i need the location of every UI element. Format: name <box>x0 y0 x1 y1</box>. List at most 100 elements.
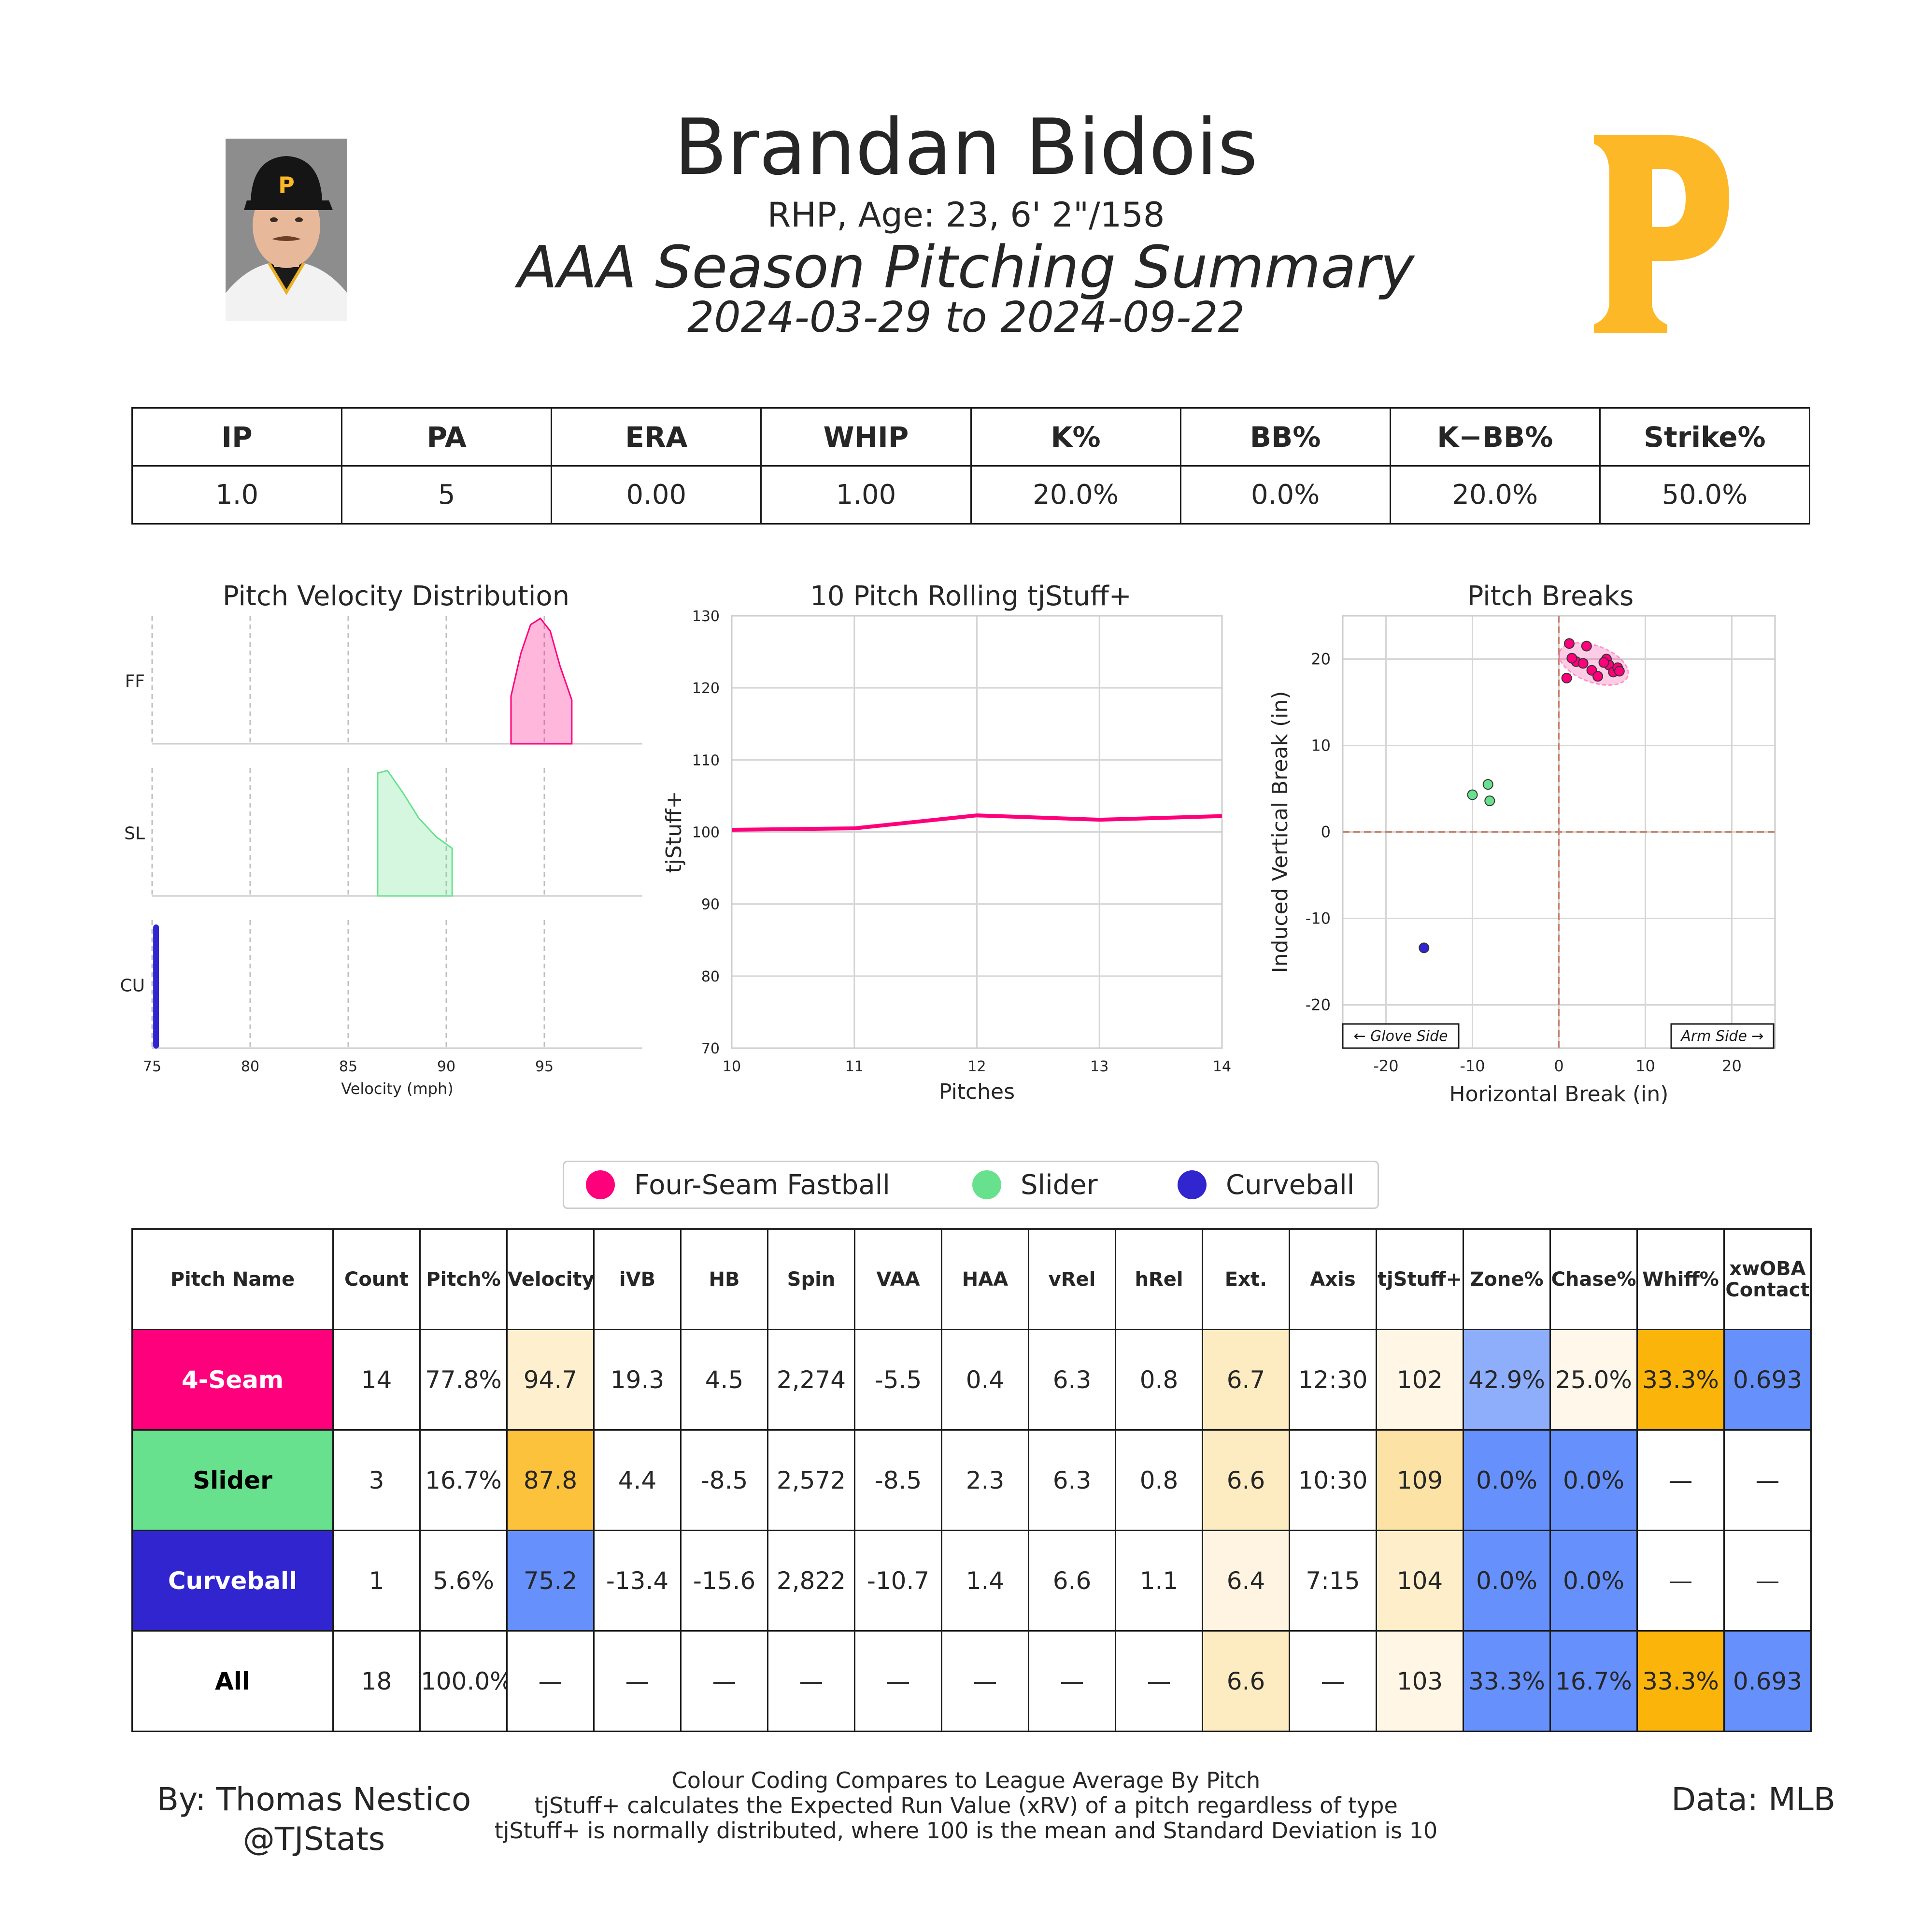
velocity-tick-label: 95 <box>535 1058 554 1075</box>
velocity-row-label: CU <box>120 976 145 996</box>
pitch-value-cell: 0.8 <box>1115 1329 1203 1431</box>
velocity-row-label: FF <box>125 672 145 692</box>
velocity-tick-label: 85 <box>339 1058 357 1075</box>
pitch-value-cell: 6.6 <box>1202 1630 1290 1732</box>
breaks-x-axis-label: Horizontal Break (in) <box>1449 1082 1669 1107</box>
legend-dot-four-seam <box>586 1170 615 1199</box>
rolling-y-tick-label: 80 <box>701 968 720 985</box>
breaks-y-tick-label: 20 <box>1311 650 1331 668</box>
glove-side-label: ← Glove Side <box>1353 1028 1448 1045</box>
break-point-4-seam <box>1577 658 1589 669</box>
pitch-value-cell: 102 <box>1376 1329 1464 1431</box>
legend-item-slider: Slider <box>972 1162 1098 1208</box>
legend-item-four-seam: Four-Seam Fastball <box>586 1162 890 1208</box>
rolling-x-tick-label: 12 <box>967 1058 986 1075</box>
pitch-value-cell: — <box>941 1630 1029 1732</box>
rolling-x-tick-label: 10 <box>723 1058 741 1075</box>
velocity-tick-label: 80 <box>241 1058 259 1075</box>
rolling-x-axis-label: Pitches <box>939 1080 1015 1104</box>
pitch-header-9: vRel <box>1028 1228 1116 1330</box>
rolling-x-tick-label: 11 <box>845 1058 864 1075</box>
author-handle: @TJStats <box>242 1820 385 1858</box>
pitch-value-cell: 19.3 <box>593 1329 682 1431</box>
pitch-value-cell: — <box>1636 1530 1725 1632</box>
rolling-y-tick-label: 130 <box>692 608 720 625</box>
pitch-header-1: Count <box>332 1228 421 1330</box>
pitch-row: Curveball 1 5.6% 75.2 -13.4 -15.6 2,822 -10.7 1.… <box>131 1530 1812 1632</box>
rolling-y-tick-label: 110 <box>692 752 720 769</box>
rolling-y-tick-label: 70 <box>701 1040 720 1057</box>
pitch-header-16: Whiff% <box>1636 1228 1725 1330</box>
pitch-value-cell: — <box>1289 1630 1377 1732</box>
break-point-4-seam <box>1581 640 1592 652</box>
pitch-header-12: Axis <box>1289 1228 1377 1330</box>
pitch-value-cell: 104 <box>1376 1530 1464 1632</box>
break-point-slider <box>1482 779 1493 790</box>
pitch-value-cell: 94.7 <box>506 1329 595 1431</box>
pitch-value-cell: -15.6 <box>680 1530 768 1632</box>
date-range: 2024-03-29 to 2024-09-22 <box>687 293 1245 342</box>
stat-header-row: IP PA ERA WHIP K% BB% K−BB% Strike% <box>131 407 1811 467</box>
rolling-y-axis-label: tjStuff+ <box>662 791 686 873</box>
pitch-value-cell: 33.3% <box>1636 1329 1725 1431</box>
stat-value-row: 1.0 5 0.00 1.00 20.0% 0.0% 20.0% 50.0% <box>131 465 1811 525</box>
pitch-value-cell: 10:30 <box>1289 1429 1377 1531</box>
pitch-value-cell: — <box>1636 1429 1725 1531</box>
footer-credit: By: Thomas Nestico @TJStats <box>145 1780 483 1859</box>
pitch-value-cell: 4.4 <box>593 1429 682 1531</box>
pitch-value-cell: 103 <box>1376 1630 1464 1732</box>
pitch-value-cell: — <box>593 1630 682 1732</box>
pitch-header-10: hRel <box>1115 1228 1203 1330</box>
pitch-header-6: Spin <box>767 1228 855 1330</box>
stat-header-strike-pct: Strike% <box>1599 407 1811 467</box>
pitch-value-cell: 0.0% <box>1463 1429 1551 1531</box>
stat-summary-table: IP PA ERA WHIP K% BB% K−BB% Strike% 1.0 … <box>131 407 1811 525</box>
legend-item-curveball: Curveball <box>1178 1162 1354 1208</box>
pitch-value-cell: 0.8 <box>1115 1429 1203 1531</box>
pitch-value-cell: — <box>1723 1530 1812 1632</box>
rolling-y-tick-label: 100 <box>692 824 720 841</box>
breaks-x-tick-label: 20 <box>1722 1057 1742 1075</box>
pitch-header-0: Pitch Name <box>131 1228 334 1330</box>
stat-header-era: ERA <box>551 407 762 467</box>
rolling-plot-frame <box>731 615 1223 1049</box>
pitch-breaks-chart: -20 -10 0 10 20 -20 -10 0 10 20 Horizontal Break (… <box>1268 615 1776 1107</box>
pitch-value-cell: 6.3 <box>1028 1329 1116 1431</box>
pitch-value-cell: — <box>767 1630 855 1732</box>
team-logo <box>1584 135 1729 333</box>
pitch-value-cell: 0.693 <box>1723 1329 1812 1431</box>
stat-value-k-pct: 20.0% <box>970 465 1181 525</box>
pitch-name-cell: Slider <box>131 1429 334 1531</box>
stat-header-k-pct: K% <box>970 407 1181 467</box>
pitch-value-cell: 100.0% <box>419 1630 508 1732</box>
break-point-curveball <box>1419 942 1430 953</box>
stat-value-era: 0.00 <box>551 465 762 525</box>
velocity-density-sl <box>377 769 453 897</box>
pitch-value-cell: 77.8% <box>419 1329 508 1431</box>
pitch-value-cell: 2,822 <box>767 1530 855 1632</box>
pitch-value-cell: 18 <box>332 1630 421 1732</box>
rolling-x-tick-label: 13 <box>1090 1058 1108 1075</box>
pitch-value-cell: 1.1 <box>1115 1530 1203 1632</box>
stat-value-strike-pct: 50.0% <box>1599 465 1811 525</box>
data-source: Data: MLB <box>1671 1781 1835 1818</box>
footer-note: tjStuff+ is normally distributed, where … <box>494 1818 1438 1844</box>
stat-header-ip: IP <box>131 407 343 467</box>
pitch-value-cell: -8.5 <box>680 1429 768 1531</box>
pitch-row: 4-Seam 14 77.8% 94.7 19.3 4.5 2,274 -5.5 0.4 6.3 0… <box>131 1329 1812 1431</box>
svg-text:P: P <box>278 172 295 198</box>
stat-header-whip: WHIP <box>760 407 972 467</box>
pitch-value-cell: — <box>854 1630 942 1732</box>
pitch-value-cell: 87.8 <box>506 1429 595 1531</box>
legend-dot-curveball <box>1178 1170 1207 1199</box>
break-point-4-seam <box>1563 638 1575 649</box>
player-name: Brandan Bidois <box>674 102 1258 192</box>
pitch-value-cell: 3 <box>332 1429 421 1531</box>
pitch-value-cell: 6.4 <box>1202 1530 1290 1632</box>
pitch-value-cell: 2,572 <box>767 1429 855 1531</box>
pitch-value-cell: — <box>1723 1429 1812 1531</box>
breaks-y-tick-label: 0 <box>1321 823 1331 841</box>
footer-notes: Colour Coding Compares to League Average… <box>435 1768 1497 1843</box>
stat-header-pa: PA <box>341 407 553 467</box>
pitch-header-14: Zone% <box>1463 1228 1551 1330</box>
